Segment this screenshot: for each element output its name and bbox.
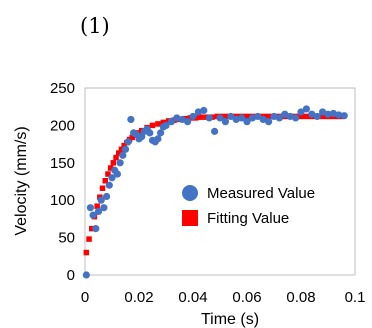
measured-point xyxy=(211,127,219,135)
fitting-point xyxy=(89,225,95,232)
fitting-point xyxy=(198,114,204,120)
fitting-point xyxy=(107,165,114,171)
measured-point xyxy=(324,110,332,118)
measured-point xyxy=(297,108,305,116)
plot-area xyxy=(84,87,356,276)
x-tick-label: 0 xyxy=(81,289,89,306)
measured-point xyxy=(302,105,310,113)
fitting-point xyxy=(155,121,161,127)
measured-point xyxy=(200,106,208,115)
y-axis-title: Velocity (mm/s) xyxy=(13,126,30,235)
y-tick-label: 150 xyxy=(50,155,75,172)
measured-point xyxy=(167,118,175,126)
measured-point xyxy=(189,112,197,121)
measured-point xyxy=(205,114,213,122)
measured-point xyxy=(275,114,283,122)
measured-point xyxy=(154,135,162,143)
measured-point xyxy=(248,114,256,122)
measured-point xyxy=(89,211,97,219)
fitting-point xyxy=(118,146,125,153)
measured-point xyxy=(286,112,294,121)
measured-point xyxy=(162,121,170,129)
measured-point xyxy=(319,108,327,116)
measured-point xyxy=(92,225,100,233)
measured-point xyxy=(146,129,154,137)
fitting-point xyxy=(86,236,92,242)
measured-point xyxy=(127,115,135,124)
measured-point xyxy=(259,115,267,124)
measured-point xyxy=(335,111,343,119)
y-tick-label: 200 xyxy=(50,117,75,134)
fitting-point xyxy=(83,249,90,256)
y-tick-label: 250 xyxy=(50,80,75,97)
measured-point xyxy=(308,110,316,118)
x-tick-label: 0.08 xyxy=(286,289,315,306)
measured-point xyxy=(173,114,181,122)
measured-point xyxy=(340,112,348,120)
y-tick-label: 50 xyxy=(58,230,75,247)
measured-point xyxy=(265,118,273,126)
legend-label-fitting: Fitting Value xyxy=(207,210,289,227)
legend-marker-fitting xyxy=(182,210,198,226)
measured-point xyxy=(97,196,105,204)
measured-point xyxy=(313,112,321,121)
measured-point xyxy=(86,204,94,212)
fitting-point xyxy=(102,178,108,184)
fitting-point xyxy=(149,122,156,129)
fitting-point xyxy=(99,185,106,191)
measured-point xyxy=(238,114,246,122)
x-axis-title: Time (s) xyxy=(201,311,259,328)
fitting-point xyxy=(116,150,122,156)
x-tick-label: 0.06 xyxy=(232,289,261,306)
fitting-point xyxy=(121,142,127,149)
legend: Measured Value Fitting Value xyxy=(182,185,315,227)
x-tick-label: 0.02 xyxy=(124,289,153,306)
measured-point xyxy=(121,145,130,153)
measured-point xyxy=(116,159,124,167)
measured-point xyxy=(254,112,262,121)
fitting-point xyxy=(105,171,111,177)
fitting-point xyxy=(110,160,117,166)
measured-point xyxy=(232,115,240,124)
chart-marks xyxy=(82,105,348,279)
panel-label: (1) xyxy=(80,14,110,38)
legend-label-measured: Measured Value xyxy=(207,185,315,202)
measured-point xyxy=(227,112,235,121)
measured-point xyxy=(194,108,202,116)
measured-point xyxy=(124,138,132,146)
measured-point xyxy=(292,114,300,122)
measured-point xyxy=(281,110,289,118)
measured-point xyxy=(82,271,90,279)
fitting-point xyxy=(113,154,119,161)
measured-point xyxy=(105,181,113,189)
fitting-point xyxy=(94,203,100,209)
measured-point xyxy=(119,151,127,159)
x-tick-label: 0.04 xyxy=(178,289,207,306)
measured-point xyxy=(103,192,111,201)
measured-point xyxy=(113,170,121,178)
measured-point xyxy=(216,114,224,122)
legend-marker-measured xyxy=(182,185,198,201)
y-tick-label: 0 xyxy=(67,267,75,284)
measured-point xyxy=(157,129,165,137)
measured-point xyxy=(243,118,251,126)
measured-point xyxy=(184,118,192,126)
measured-point xyxy=(329,109,337,118)
measured-point xyxy=(178,115,186,124)
measured-point xyxy=(108,174,116,182)
fitting-point xyxy=(263,113,269,120)
x-tick-label: 0.1 xyxy=(345,289,366,306)
x-axis-ticks: 0 0.02 0.04 0.06 0.08 0.1 xyxy=(81,289,366,306)
measured-point xyxy=(221,118,229,126)
y-axis-ticks: 0 50 100 150 200 250 xyxy=(50,80,75,284)
fitting-point xyxy=(160,119,167,126)
measured-point xyxy=(100,204,108,212)
measured-point xyxy=(94,207,103,216)
fitting-point xyxy=(300,113,307,120)
measured-point xyxy=(270,112,278,121)
y-tick-label: 100 xyxy=(50,192,75,209)
